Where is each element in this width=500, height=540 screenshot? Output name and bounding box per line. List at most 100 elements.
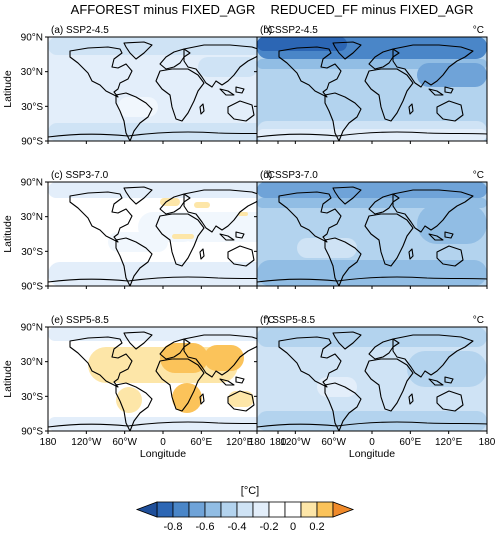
colorbar-segment bbox=[316, 501, 334, 518]
x-axis-label: Longitude bbox=[349, 448, 395, 460]
field-contour bbox=[194, 202, 210, 208]
field-contour bbox=[257, 129, 487, 141]
field-contour bbox=[257, 411, 487, 431]
colorbar-segment bbox=[172, 501, 190, 518]
colorbar-segment bbox=[236, 501, 254, 518]
temperature-field bbox=[48, 182, 278, 286]
temperature-field bbox=[257, 327, 487, 431]
panel-label: (e) SSP5-8.5 bbox=[51, 315, 109, 326]
lat-tick-label: 90°N bbox=[21, 323, 43, 334]
lon-tick-label: 0 bbox=[160, 437, 166, 448]
lat-tick-label: 30°N bbox=[21, 357, 43, 368]
field-contour bbox=[172, 234, 194, 239]
temperature-field bbox=[257, 37, 487, 141]
column-title-reduced-ff: REDUCED_FF minus FIXED_AGR bbox=[271, 2, 474, 17]
lat-tick-label: 30°N bbox=[21, 67, 43, 78]
unit-label: °C bbox=[264, 315, 275, 326]
field-contour bbox=[178, 212, 278, 242]
map-panel: (c) SSP3-7.0 °C 90°N 30°N 30°S 90°S Latitude bbox=[2, 170, 279, 293]
colorbar-extend-low bbox=[135, 501, 158, 518]
colorbar-segment bbox=[284, 501, 302, 518]
colorbar-tick-label: 0.2 bbox=[309, 521, 324, 533]
lat-tick-label: 30°N bbox=[21, 212, 43, 223]
field-contour bbox=[297, 238, 357, 258]
map-panel: (d) SSP3-7.0 °C bbox=[254, 170, 488, 289]
unit-label: °C bbox=[264, 25, 275, 36]
field-contour bbox=[160, 343, 208, 373]
lat-tick-label: 30°S bbox=[21, 392, 43, 403]
field-contour bbox=[48, 262, 278, 286]
lat-tick-label: 90°S bbox=[21, 137, 43, 148]
field-contour bbox=[417, 63, 487, 87]
field-contour bbox=[48, 123, 278, 141]
field-contour bbox=[204, 345, 244, 371]
column-title-afforest: AFFOREST minus FIXED_AGR bbox=[71, 2, 256, 17]
lat-tick-label: 30°S bbox=[21, 247, 43, 258]
unit-label: °C bbox=[473, 25, 484, 36]
field-contour bbox=[198, 57, 258, 77]
field-contour bbox=[417, 204, 487, 244]
colorbar-segment bbox=[220, 501, 238, 518]
field-contour bbox=[387, 37, 487, 55]
field-contour bbox=[108, 232, 168, 252]
lat-tick-label: 90°N bbox=[21, 33, 43, 44]
x-axis-label: Longitude bbox=[140, 448, 186, 460]
lon-tick-label: 120°W bbox=[71, 437, 102, 448]
panel-label: (f) SSP5-8.5 bbox=[260, 315, 315, 326]
y-axis-label: Latitude bbox=[2, 360, 14, 398]
field-contour bbox=[48, 417, 278, 431]
lat-tick-label: 90°S bbox=[21, 427, 43, 438]
map-panel: (a) SSP2-4.5 °C 90°N 30°N 30°S 90°S Latitude bbox=[2, 25, 279, 148]
colorbar-title: [°C] bbox=[241, 485, 259, 497]
unit-label: °C bbox=[473, 315, 484, 326]
temperature-field bbox=[48, 37, 278, 141]
field-contour bbox=[257, 198, 487, 208]
colorbar-segment bbox=[204, 501, 222, 518]
colorbar-tick-label: -0.2 bbox=[260, 521, 279, 533]
y-axis-label: Latitude bbox=[2, 215, 14, 253]
map-panel: (b) SSP2-4.5 °C bbox=[254, 25, 488, 144]
colorbar-tick-label: 0 bbox=[290, 521, 296, 533]
lon-tick-label: 120°E bbox=[226, 437, 254, 448]
lon-tick-label: 120°W bbox=[280, 437, 311, 448]
lon-tick-label: 60°W bbox=[321, 437, 346, 448]
colorbar-tick-label: -0.6 bbox=[196, 521, 215, 533]
field-contour bbox=[48, 37, 278, 55]
field-contour bbox=[228, 391, 254, 407]
field-contour bbox=[407, 351, 487, 387]
lon-tick-label: 180 bbox=[249, 437, 266, 448]
lat-tick-label: 90°S bbox=[21, 282, 43, 293]
panel-label: (c) SSP3-7.0 bbox=[51, 170, 109, 181]
colorbar-tick-label: -0.8 bbox=[164, 521, 183, 533]
field-contour bbox=[172, 383, 202, 413]
colorbar-segment bbox=[268, 501, 286, 518]
colorbar-tick-label: -0.4 bbox=[228, 521, 247, 533]
panel-label: (d) SSP3-7.0 bbox=[260, 170, 318, 181]
colorbar-segment bbox=[188, 501, 206, 518]
unit-label: °C bbox=[473, 170, 484, 181]
field-contour bbox=[257, 37, 347, 51]
map-panel: (e) SSP5-8.5 °C 90°N 30°N 30°S 90°S Latitude 18… bbox=[2, 315, 287, 460]
field-contour bbox=[257, 260, 487, 286]
panel-label: (b) SSP2-4.5 bbox=[260, 25, 318, 36]
lat-tick-label: 30°S bbox=[21, 102, 43, 113]
field-contour bbox=[287, 95, 357, 117]
lon-tick-label: 60°W bbox=[112, 437, 137, 448]
lon-tick-label: 60°E bbox=[190, 437, 212, 448]
colorbar-segment bbox=[300, 501, 318, 518]
lon-tick-label: 120°E bbox=[435, 437, 463, 448]
field-contour bbox=[48, 182, 278, 198]
field-contour bbox=[257, 327, 487, 347]
field-contour bbox=[118, 97, 158, 117]
colorbar-segment bbox=[156, 501, 174, 518]
colorbar-segment bbox=[252, 501, 270, 518]
lat-tick-label: 90°N bbox=[21, 178, 43, 189]
lon-tick-label: 60°E bbox=[399, 437, 421, 448]
field-contour bbox=[317, 377, 357, 397]
unit-label: °C bbox=[264, 170, 275, 181]
lon-tick-label: 180 bbox=[479, 437, 496, 448]
colorbar-extend-high bbox=[332, 501, 355, 518]
y-axis-label: Latitude bbox=[2, 70, 14, 108]
